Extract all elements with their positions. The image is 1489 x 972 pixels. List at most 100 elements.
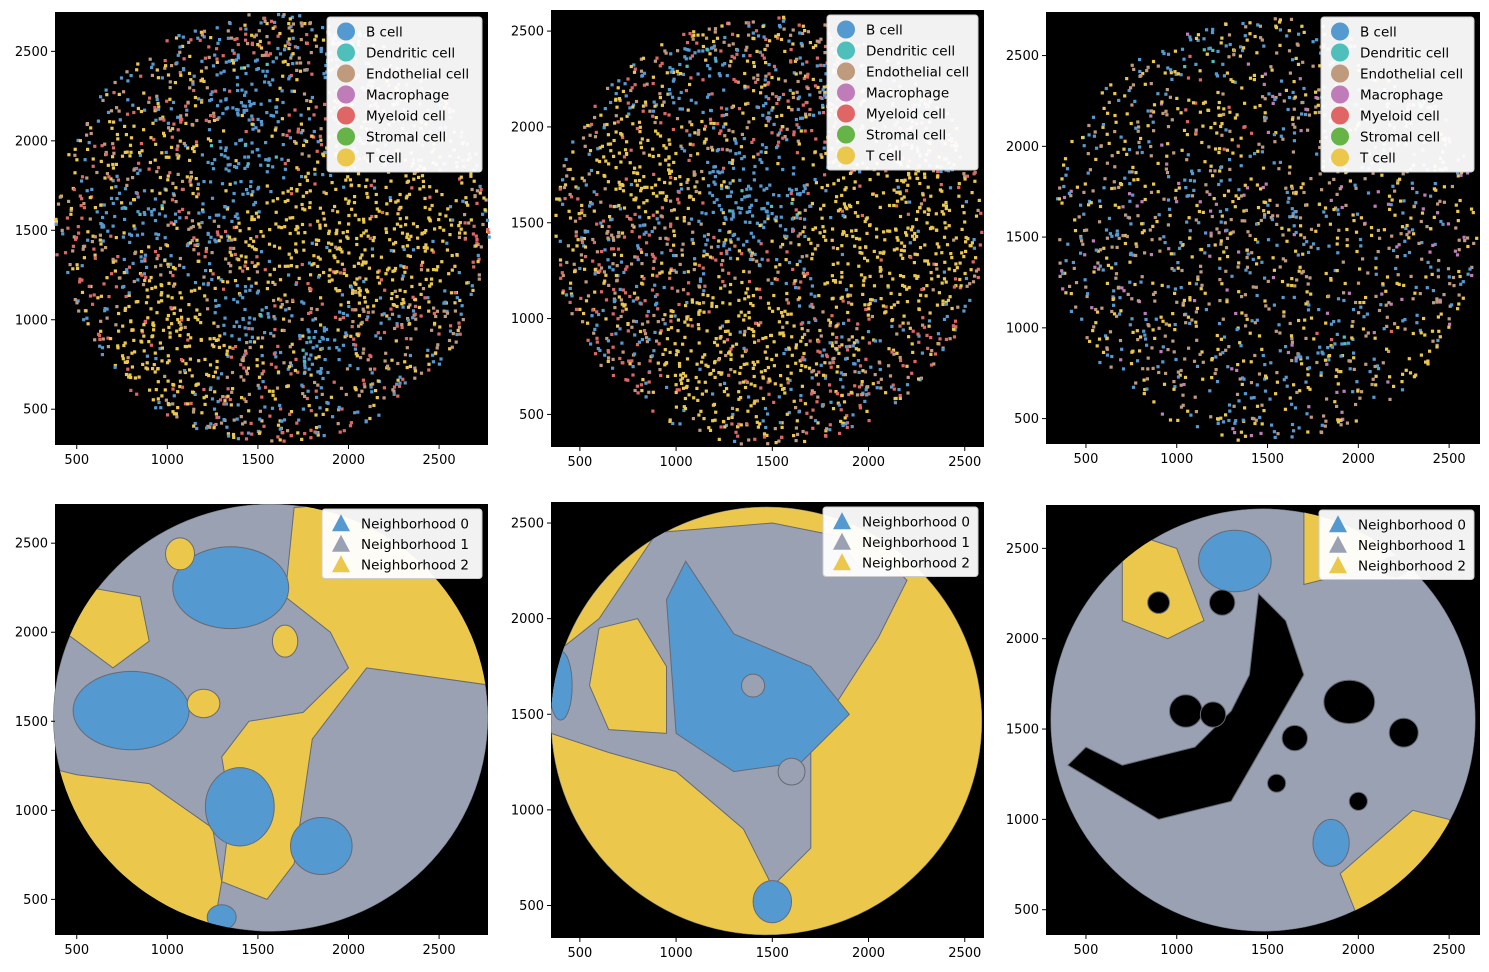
cell-point xyxy=(740,132,744,136)
cell-point xyxy=(145,361,149,365)
cell-point xyxy=(91,234,95,238)
cell-point xyxy=(272,334,276,338)
cell-point xyxy=(683,320,687,324)
cell-point xyxy=(866,313,870,317)
cell-point xyxy=(660,270,664,274)
cell-point xyxy=(114,185,118,189)
cell-point xyxy=(100,248,104,252)
cell-point xyxy=(781,325,785,329)
cell-point xyxy=(763,220,767,224)
cell-point xyxy=(684,89,688,93)
cell-point xyxy=(478,184,482,188)
cell-point xyxy=(900,241,904,245)
cell-point xyxy=(898,190,902,194)
cell-point xyxy=(884,310,888,314)
cell-point xyxy=(113,363,117,368)
cell-point xyxy=(378,336,382,340)
cell-point xyxy=(815,64,819,68)
cell-point xyxy=(215,26,219,30)
cell-point xyxy=(660,251,664,255)
cell-point xyxy=(413,312,417,316)
cell-point xyxy=(135,392,139,396)
cell-point xyxy=(836,365,840,369)
cell-point xyxy=(685,48,689,52)
cell-point xyxy=(811,163,815,167)
cell-point xyxy=(746,287,750,291)
cell-point xyxy=(719,335,723,339)
cell-point xyxy=(214,240,218,244)
cell-point xyxy=(438,226,442,230)
cell-point xyxy=(892,387,896,391)
cell-point xyxy=(569,195,574,199)
cell-point xyxy=(722,166,726,170)
cell-point xyxy=(165,317,169,321)
cell-point xyxy=(971,260,975,264)
cell-point xyxy=(795,419,799,423)
cell-point xyxy=(629,183,633,187)
cell-point xyxy=(143,319,148,323)
cell-point xyxy=(247,409,251,413)
cell-point xyxy=(594,130,598,134)
cell-point xyxy=(781,136,785,140)
cell-point xyxy=(250,215,254,219)
cell-point xyxy=(213,158,217,162)
cell-point xyxy=(128,154,132,158)
cell-point xyxy=(116,255,120,259)
cell-point xyxy=(192,424,196,428)
cell-point xyxy=(201,202,205,206)
cell-point xyxy=(271,389,275,393)
cell-point xyxy=(325,245,329,250)
cell-point xyxy=(137,161,141,165)
cell-point xyxy=(402,265,406,269)
cell-point xyxy=(214,412,218,416)
cell-point xyxy=(878,367,882,372)
cell-point xyxy=(717,239,721,243)
cell-point xyxy=(340,262,344,266)
cell-point xyxy=(319,143,324,147)
cell-point xyxy=(226,163,230,167)
cell-point xyxy=(712,235,716,239)
cell-point xyxy=(686,206,690,210)
cell-point xyxy=(959,284,963,288)
cell-point xyxy=(677,388,681,392)
cell-point xyxy=(799,339,803,343)
cell-point xyxy=(476,260,480,264)
cell-point xyxy=(782,15,786,19)
cell-point xyxy=(378,296,383,300)
cell-point xyxy=(270,439,274,443)
cell-point xyxy=(152,208,156,212)
cell-point xyxy=(736,206,740,210)
cell-point xyxy=(239,180,243,184)
cell-point xyxy=(292,350,296,354)
cell-point xyxy=(300,152,304,156)
cell-point xyxy=(818,90,822,94)
cell-point xyxy=(640,137,644,141)
cell-point xyxy=(752,76,756,80)
cell-point xyxy=(586,338,590,342)
cell-point xyxy=(125,70,129,74)
cell-point xyxy=(843,416,847,420)
cell-point xyxy=(710,92,714,96)
cell-point xyxy=(588,149,593,153)
cell-point xyxy=(796,298,800,302)
cell-point xyxy=(747,326,751,330)
cell-point xyxy=(685,301,689,305)
cell-point xyxy=(752,155,756,159)
cell-point xyxy=(571,248,575,252)
cell-point xyxy=(797,211,801,215)
cell-point xyxy=(785,127,789,131)
cell-point xyxy=(714,258,718,262)
cell-point xyxy=(175,61,179,65)
cell-point xyxy=(939,169,943,174)
cell-point xyxy=(67,199,71,203)
cell-point xyxy=(640,322,645,326)
cell-point xyxy=(644,381,648,385)
cell-point xyxy=(658,331,662,335)
cell-point xyxy=(204,118,208,122)
cell-point xyxy=(731,344,735,348)
cell-point xyxy=(297,418,301,422)
cell-point xyxy=(209,269,213,273)
cell-point xyxy=(771,309,775,313)
cell-point xyxy=(721,211,725,215)
cell-point xyxy=(808,204,812,208)
